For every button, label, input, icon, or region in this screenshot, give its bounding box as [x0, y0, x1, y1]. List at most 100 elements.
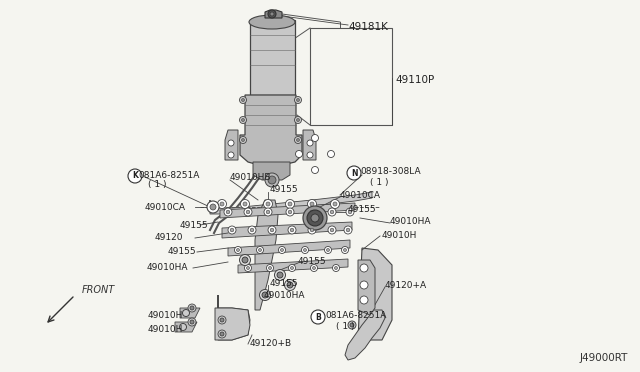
Text: 49010CA: 49010CA	[145, 202, 186, 212]
Circle shape	[241, 199, 250, 208]
Circle shape	[286, 208, 294, 216]
Circle shape	[324, 247, 332, 253]
Circle shape	[218, 330, 226, 338]
Circle shape	[296, 138, 300, 141]
Circle shape	[348, 210, 352, 214]
Circle shape	[290, 228, 294, 232]
Polygon shape	[253, 162, 290, 180]
Polygon shape	[215, 308, 250, 340]
Circle shape	[269, 266, 271, 269]
Circle shape	[288, 202, 292, 206]
Polygon shape	[225, 130, 238, 160]
Polygon shape	[228, 240, 350, 256]
Polygon shape	[358, 248, 392, 340]
Circle shape	[347, 166, 361, 180]
Circle shape	[287, 282, 293, 288]
Circle shape	[296, 151, 303, 157]
Circle shape	[190, 320, 194, 324]
Circle shape	[266, 264, 273, 272]
Circle shape	[268, 10, 276, 18]
Circle shape	[239, 137, 246, 144]
Circle shape	[289, 264, 296, 272]
Circle shape	[291, 266, 294, 269]
Circle shape	[228, 140, 234, 146]
Circle shape	[210, 204, 216, 210]
Circle shape	[360, 281, 368, 289]
Circle shape	[226, 210, 230, 214]
Text: J49000RT: J49000RT	[580, 353, 628, 363]
Text: 49120+A: 49120+A	[385, 280, 427, 289]
Text: 49010HA: 49010HA	[147, 263, 189, 272]
Circle shape	[312, 167, 319, 173]
Circle shape	[346, 208, 354, 216]
Circle shape	[303, 248, 307, 251]
Polygon shape	[222, 222, 352, 238]
Circle shape	[262, 292, 268, 298]
Circle shape	[243, 202, 247, 206]
Circle shape	[308, 226, 316, 234]
Polygon shape	[240, 95, 302, 168]
Circle shape	[294, 116, 301, 124]
Text: 081A6-8251A: 081A6-8251A	[325, 311, 387, 321]
Circle shape	[228, 226, 236, 234]
Polygon shape	[220, 203, 355, 218]
Text: 49155: 49155	[270, 186, 299, 195]
Circle shape	[207, 201, 219, 213]
Text: 49155: 49155	[270, 279, 299, 289]
Circle shape	[242, 257, 248, 263]
Circle shape	[257, 247, 264, 253]
Circle shape	[346, 228, 350, 232]
Circle shape	[344, 248, 346, 251]
Circle shape	[344, 226, 352, 234]
Text: 49120: 49120	[155, 234, 184, 243]
Text: 49120+B: 49120+B	[250, 340, 292, 349]
Circle shape	[188, 318, 196, 326]
Circle shape	[335, 266, 337, 269]
Circle shape	[268, 226, 276, 234]
Circle shape	[326, 248, 330, 251]
Text: 49010HA: 49010HA	[264, 291, 305, 299]
Text: 08918-308LA: 08918-308LA	[360, 167, 420, 176]
Text: 49155: 49155	[298, 257, 326, 266]
Circle shape	[241, 138, 244, 141]
Circle shape	[307, 210, 323, 226]
Text: 49010CA: 49010CA	[340, 190, 381, 199]
Circle shape	[179, 324, 186, 330]
Circle shape	[288, 226, 296, 234]
Circle shape	[333, 264, 339, 272]
Circle shape	[360, 264, 368, 272]
Polygon shape	[180, 308, 200, 318]
Circle shape	[266, 202, 270, 206]
Text: ( 1 ): ( 1 )	[370, 177, 388, 186]
Circle shape	[188, 304, 196, 312]
Circle shape	[220, 332, 224, 336]
Circle shape	[310, 202, 314, 206]
Text: 081A6-8251A: 081A6-8251A	[138, 170, 200, 180]
Circle shape	[333, 202, 337, 206]
Polygon shape	[250, 20, 295, 95]
Circle shape	[330, 210, 334, 214]
Circle shape	[220, 202, 224, 206]
Circle shape	[312, 266, 316, 269]
Circle shape	[230, 228, 234, 232]
Circle shape	[307, 199, 317, 208]
Circle shape	[239, 116, 246, 124]
Text: 49110P: 49110P	[395, 75, 435, 85]
Text: K: K	[132, 171, 138, 180]
Circle shape	[268, 176, 276, 184]
Polygon shape	[175, 322, 197, 332]
Circle shape	[296, 99, 300, 102]
Circle shape	[307, 140, 313, 146]
Circle shape	[301, 247, 308, 253]
Circle shape	[311, 214, 319, 222]
Text: 49010H: 49010H	[148, 311, 184, 321]
Circle shape	[246, 266, 250, 269]
Circle shape	[224, 208, 232, 216]
Polygon shape	[345, 310, 385, 360]
Polygon shape	[310, 28, 392, 125]
Circle shape	[288, 210, 292, 214]
Circle shape	[264, 208, 272, 216]
Circle shape	[328, 208, 336, 216]
Circle shape	[348, 321, 356, 329]
Text: 49010H: 49010H	[148, 324, 184, 334]
